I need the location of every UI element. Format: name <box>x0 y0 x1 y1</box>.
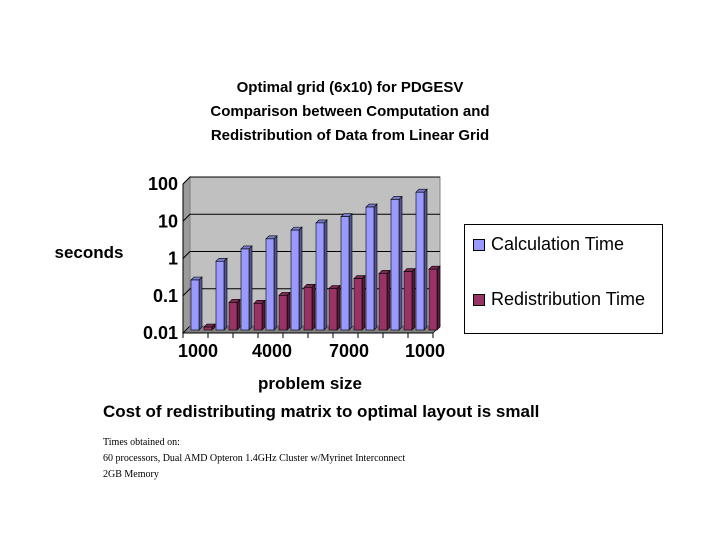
gridline <box>182 176 440 185</box>
calc-bar <box>265 238 275 331</box>
calc-bar-side <box>348 212 353 331</box>
redis-bar-side <box>411 267 416 331</box>
redis-bar <box>378 273 388 331</box>
y-tick-label: 0.1 <box>153 286 178 306</box>
redis-bar <box>428 268 438 331</box>
y-tick-label: 10 <box>158 211 178 231</box>
redis-bar-side <box>336 284 341 331</box>
calc-bar <box>365 206 375 331</box>
legend: Calculation Time Redistribution Time <box>464 224 663 334</box>
notes-line-1: Times obtained on: <box>103 437 180 448</box>
gridline <box>182 251 440 259</box>
chart-subtitle-line-2: Redistribution of Data from Linear Grid <box>210 127 490 144</box>
calc-bar <box>315 222 325 331</box>
legend-item-calculation: Calculation Time <box>473 233 651 255</box>
redis-bar <box>253 303 263 331</box>
redis-bar <box>228 302 238 331</box>
calc-bar <box>390 199 400 331</box>
y-tick-label: 0.01 <box>143 323 178 343</box>
calc-bar <box>340 216 350 331</box>
calc-bar <box>240 248 250 331</box>
redis-bar-side <box>236 298 241 331</box>
calc-bar-side <box>298 226 303 331</box>
redis-bar <box>203 326 213 331</box>
x-tick-label: 1000 <box>178 341 218 361</box>
hardware-notes: Times obtained on: 60 processors, Dual A… <box>103 435 405 483</box>
chart-title: Optimal grid (6x10) for PDGESV <box>236 79 464 96</box>
redis-bar-side <box>261 299 266 331</box>
calc-bar-side <box>323 219 328 331</box>
calc-bar-side <box>223 257 228 331</box>
legend-swatch-calculation <box>473 239 485 251</box>
chart-title-block: Optimal grid (6x10) for PDGESV Compariso… <box>150 76 550 148</box>
redis-bar <box>278 295 288 331</box>
notes-line-3: 2GB Memory <box>103 469 159 480</box>
y-axis-title: seconds <box>55 243 124 262</box>
redis-bar-side <box>361 274 366 331</box>
legend-item-redistribution: Redistribution Time <box>473 288 651 310</box>
gridline <box>182 213 440 222</box>
calc-bar <box>215 260 225 331</box>
calc-bar-side <box>373 203 378 331</box>
x-axis-title: problem size <box>258 374 362 393</box>
redis-bar <box>328 288 338 331</box>
legend-label-calculation: Calculation Time <box>491 234 625 254</box>
redis-bar <box>353 278 363 331</box>
calc-bar-side <box>198 276 203 331</box>
chart-subtitle-line-1: Comparison between Computation and <box>210 103 490 120</box>
redis-bar <box>403 271 413 331</box>
calc-bar-side <box>423 188 428 331</box>
x-tick-label: 7000 <box>329 341 369 361</box>
calc-bar-side <box>398 195 403 331</box>
redis-bar-side <box>311 283 316 331</box>
legend-label-redistribution: Redistribution Time <box>491 289 646 309</box>
calc-bar <box>190 279 200 331</box>
y-tick-label: 100 <box>148 174 178 194</box>
redis-bar-side <box>436 265 441 331</box>
y-tick-label: 1 <box>168 249 178 269</box>
redis-bar-side <box>286 291 291 331</box>
legend-swatch-redistribution <box>473 294 485 306</box>
calc-bar-side <box>248 245 253 331</box>
notes-line-2: 60 processors, Dual AMD Opteron 1.4GHz C… <box>103 453 406 464</box>
redis-bar-side <box>386 269 391 331</box>
x-tick-label: 1000 <box>405 341 445 361</box>
slide-caption: Cost of redistributing matrix to optimal… <box>103 402 540 421</box>
calc-bar <box>415 191 425 331</box>
calc-bar <box>290 229 300 331</box>
x-tick-label: 4000 <box>252 341 292 361</box>
calc-bar-side <box>273 235 278 331</box>
redis-bar <box>303 287 313 331</box>
